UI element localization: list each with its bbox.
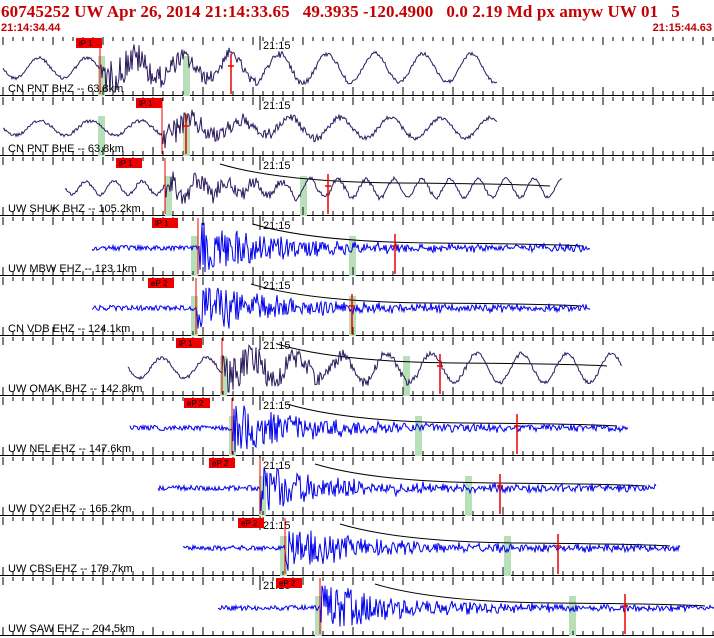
seismogram-panel: 21:15 iP 1 CN PNT BHZ -- 63.8km 21:15 iP 1 CN… — [0, 36, 714, 636]
waveform — [2, 109, 498, 149]
pick-tag-background — [238, 518, 264, 528]
travel-time-curve — [219, 163, 551, 187]
trace-row: 21:15 eP 2 UW NEL EHZ -- 147.6km — [0, 396, 714, 456]
trace-row: 21:15 eP 2 UW CBS EHZ -- 179.7km — [0, 516, 714, 576]
minute-label: 21:15 — [263, 520, 291, 532]
pick-tag-background — [276, 578, 302, 588]
window-band — [349, 236, 356, 276]
event-title: 60745252 UW Apr 26, 2014 21:14:33.65 49.… — [1, 2, 680, 21]
pick-tag-background — [148, 278, 174, 288]
channel-label: UW OMAK BHZ -- 142.8km — [8, 383, 142, 395]
waveform — [127, 344, 623, 393]
travel-time-curve — [276, 343, 608, 367]
waveform — [129, 405, 629, 452]
window-band — [220, 356, 227, 396]
travel-time-curve — [314, 463, 646, 487]
minute-label: 21:15 — [263, 220, 291, 232]
trace-row: 21:15 iP 1 CN PNT BHE -- 63.8km — [0, 96, 714, 156]
pick-marker[interactable]: iP 1 — [76, 38, 102, 48]
channel-label: CN PNT BHE -- 63.8km — [8, 143, 124, 155]
pick-marker[interactable]: eP 2 — [209, 458, 235, 468]
start-time: 21:14:34.44 — [1, 22, 61, 34]
waveform — [182, 530, 681, 571]
window-band — [315, 596, 322, 636]
waveform — [91, 222, 591, 273]
pick-label: iP 1 — [119, 159, 133, 168]
pick-label: iP 1 — [179, 339, 193, 348]
window-band — [98, 116, 105, 156]
channel-label: UW SHUK BHZ -- 105.2km — [8, 203, 141, 215]
waveform — [64, 171, 563, 204]
travel-time-curve — [252, 223, 584, 247]
window-band — [465, 476, 472, 516]
waveform — [2, 44, 498, 93]
pick-marker[interactable]: iP 1 — [176, 338, 202, 348]
channel-label: UW DY2 EHZ -- 165.2km — [8, 503, 131, 515]
pick-label: eP 2 — [279, 579, 296, 588]
travel-time-curve — [339, 523, 671, 547]
end-time: 21:15:44.63 — [652, 22, 712, 34]
minute-label: 21:15 — [263, 400, 291, 412]
channel-label: UW MBW EHZ -- 123.1km — [8, 263, 137, 275]
channel-label: UW CBS EHZ -- 179.7km — [8, 563, 133, 575]
window-band — [569, 596, 576, 636]
pick-label: iP 1 — [139, 99, 153, 108]
channel-label: UW NEL EHZ -- 147.6km — [8, 443, 131, 455]
channel-label: CN VDB EHZ -- 124.1km — [8, 323, 130, 335]
minute-label: 21:15 — [263, 340, 291, 352]
channel-label: UW SAW EHZ -- 204.5km — [8, 623, 135, 635]
trace-row: 21:15 eP 2 UW DY2 EHZ -- 165.2km — [0, 456, 714, 516]
waveform — [91, 287, 591, 329]
minute-label: 21:15 — [263, 40, 291, 52]
window-band — [300, 176, 307, 216]
pick-label: eP 2 — [187, 399, 204, 408]
window-band — [403, 356, 410, 396]
pick-marker[interactable]: eP 2 — [148, 278, 174, 288]
pick-tag-background — [209, 458, 235, 468]
travel-time-curve — [286, 403, 618, 427]
window-band — [165, 176, 172, 216]
trace-row: 21:15 iP 1 UW SHUK BHZ -- 105.2km — [0, 156, 714, 216]
pick-label: iP 1 — [155, 219, 169, 228]
window-band — [183, 56, 190, 96]
header-bar: 60745252 UW Apr 26, 2014 21:14:33.65 49.… — [0, 0, 714, 36]
pick-marker[interactable]: iP 1 — [116, 158, 142, 168]
minute-label: 21:15 — [263, 100, 291, 112]
pick-label: eP 2 — [212, 459, 229, 468]
window-band — [280, 536, 287, 576]
pick-label: eP 2 — [151, 279, 168, 288]
window-band — [191, 236, 198, 276]
minute-label: 21:15 — [263, 460, 291, 472]
channel-label: CN PNT BHZ -- 63.8km — [8, 83, 123, 95]
trace-row: 21:15 iP 1 UW MBW EHZ -- 123.1km — [0, 216, 714, 276]
pick-marker[interactable]: eP 2 — [276, 578, 302, 588]
waveform — [157, 467, 657, 512]
pick-tag-background — [184, 398, 210, 408]
pick-tag-background — [76, 38, 102, 48]
pick-marker[interactable]: eP 2 — [238, 518, 264, 528]
pick-label: iP 1 — [79, 39, 93, 48]
window-band — [415, 416, 422, 456]
pick-marker[interactable]: iP 1 — [152, 218, 178, 228]
window-band — [504, 536, 511, 576]
pick-tag-background — [176, 338, 202, 348]
pick-tag-background — [116, 158, 142, 168]
trace-row: 21:15 iP 1 CN PNT BHZ -- 63.8km — [0, 36, 714, 96]
pick-tag-background — [152, 218, 178, 228]
pick-marker[interactable]: iP 1 — [136, 98, 162, 108]
pick-marker[interactable]: eP 2 — [184, 398, 210, 408]
minute-label: 21:15 — [263, 160, 291, 172]
travel-time-curve — [250, 283, 582, 307]
trace-row: 21:15 iP 1 UW OMAK BHZ -- 142.8km — [0, 336, 714, 396]
pick-label: eP 2 — [241, 519, 258, 528]
pick-tag-background — [136, 98, 162, 108]
window-band — [191, 296, 198, 336]
travel-time-curve — [374, 583, 706, 607]
waveform — [217, 585, 714, 627]
